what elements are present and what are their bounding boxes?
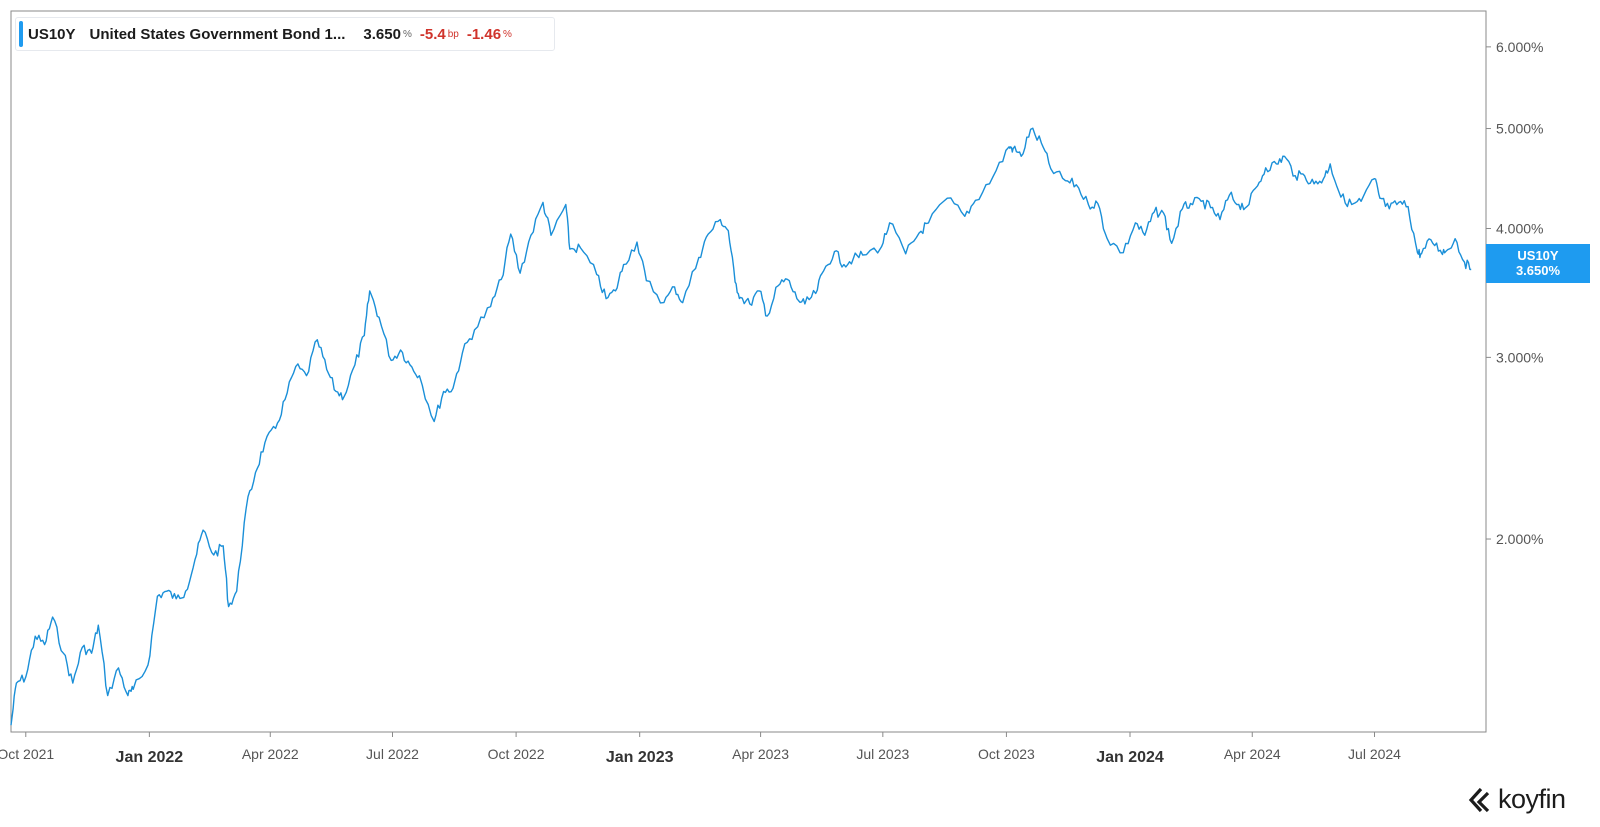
last-value-label: US10Y 3.650% [1486,244,1590,283]
legend-change: -5.4 [419,25,446,43]
legend-series-name: United States Government Bond 1... [89,25,346,43]
legend-last-value-unit: % [402,28,412,40]
legend-change-unit: bp [447,28,459,40]
x-tick-label-3: Jul 2022 [366,746,419,762]
x-tick-label-8: Oct 2023 [978,746,1035,762]
y-axis: 2.000% 3.000% 4.000% 5.000% 6.000% [1486,39,1543,547]
koyfin-logo[interactable]: koyfin [1468,784,1566,815]
legend-pct-change: -1.46 [466,25,502,43]
plot-border [10,10,1487,733]
y-tick-label-0: 2.000% [1496,531,1543,547]
y-tick-label-3: 5.000% [1496,121,1543,137]
x-tick-label-0: Oct 2021 [0,746,54,762]
legend-pct-change-unit: % [503,28,512,40]
x-tick-label-7: Jul 2023 [856,746,909,762]
x-tick-label-2: Apr 2022 [242,746,299,762]
x-tick-label-10: Apr 2024 [1224,746,1281,762]
last-value-label-ticker: US10Y [1517,248,1559,263]
x-tick-label-9: Jan 2024 [1096,749,1164,766]
y-tick-label-4: 6.000% [1496,39,1543,55]
last-value-label-bg [1486,244,1590,283]
legend-last-value: 3.650 [363,25,401,43]
y-tick-label-2: 4.000% [1496,220,1543,236]
x-tick-label-6: Apr 2023 [732,746,789,762]
last-value-label-value: 3.650% [1515,263,1561,278]
legend-ticker: US10Y [28,25,76,43]
x-axis: Oct 2021 Jan 2022 Apr 2022 Jul 2022 Oct 2022… [0,732,1401,766]
series-line-us10y [10,127,1472,726]
x-tick-label-1: Jan 2022 [116,749,184,766]
x-tick-label-11: Jul 2024 [1348,746,1401,762]
series-legend[interactable]: US10Y United States Government Bond 1...… [15,17,555,51]
x-tick-label-4: Oct 2022 [488,746,545,762]
y-tick-label-1: 3.000% [1496,349,1543,365]
x-tick-label-5: Jan 2023 [606,749,674,766]
series-color-swatch [19,21,23,47]
koyfin-logo-icon [1468,787,1490,812]
koyfin-logo-word: koyfin [1498,784,1566,814]
